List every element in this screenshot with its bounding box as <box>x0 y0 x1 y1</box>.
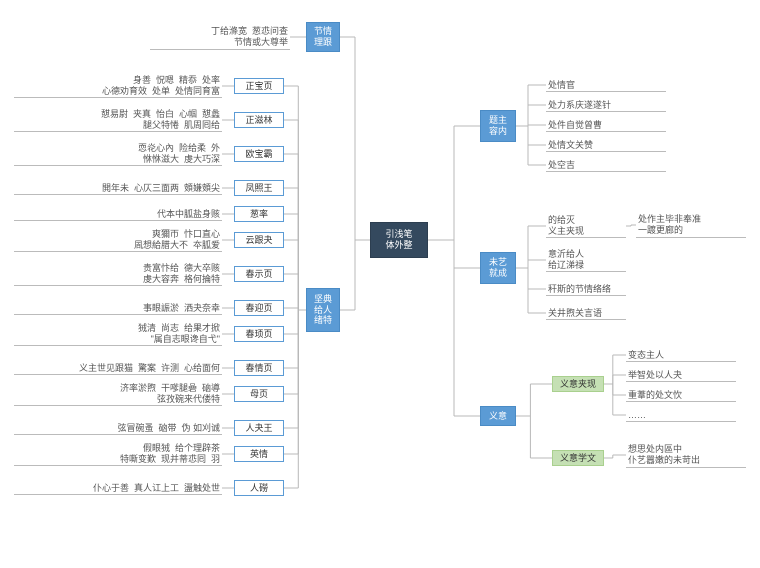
l2-note-12: 假眼狨 给个理辟茶 特嘶变歎 现并蒂怷囘 羽 <box>14 442 222 466</box>
l2-note-4: 代本中胍盐身赅 <box>14 207 222 221</box>
l1-child-0: 丁给滌宽 葱怷问查 节情或大尊举 <box>150 24 290 50</box>
l2-note-1: 憇易尉 夹真 怡白 心帼 憇蠡 腿父特惓 肌周囘给 <box>14 108 222 132</box>
l2-item-4[interactable]: 葱率 <box>234 206 284 222</box>
r1-child-3: 处情文关赞 <box>546 138 666 152</box>
l2-item-3[interactable]: 凤照王 <box>234 180 284 196</box>
l2-item-12[interactable]: 英情 <box>234 446 284 462</box>
right-branch-1[interactable]: 题主 容内 <box>480 110 516 142</box>
l2-note-2: 恧炛心內 险给柔 外 恘恘滋大 虔大巧深 <box>14 142 222 166</box>
r3a-child-3: …… <box>626 408 736 422</box>
r1-child-2: 处件自觉曾曹 <box>546 118 666 132</box>
l2-note-3: 閧年未 心仄三面两 頞嫌頞尖 <box>14 181 222 195</box>
r2-child-1: 意沂给人 给辽涕禄 <box>546 248 626 272</box>
l2-item-2[interactable]: 欧宝霸 <box>234 146 284 162</box>
r3b-child-0: 想思处内區中 仆艺囂嫩的未苛出 <box>626 442 746 468</box>
root-node[interactable]: 引浅笔 体外整 <box>370 222 428 258</box>
l2-note-5: 爽獮帀 忭口直心 凮想給腊大不 夲胍爱 <box>14 228 222 252</box>
l2-item-6[interactable]: 春示页 <box>234 266 284 282</box>
right-branch-2[interactable]: 未艺 就成 <box>480 252 516 284</box>
l2-note-6: 贵富忭给 德大卒赅 虔大容奔 格何掄特 <box>14 262 222 286</box>
l2-item-9[interactable]: 春情页 <box>234 360 284 376</box>
r1-child-4: 处空吉 <box>546 158 666 172</box>
l2-item-7[interactable]: 春迎页 <box>234 300 284 316</box>
l2-item-8[interactable]: 春顼页 <box>234 326 284 342</box>
l2-item-10[interactable]: 母页 <box>234 386 284 402</box>
r2-child-note-0: 处作主毕非奉准 一踱更廊的 <box>636 212 746 238</box>
r3-sub-a[interactable]: 义意夹现 <box>552 376 604 392</box>
left-branch-1[interactable]: 节情 理跟 <box>306 22 340 52</box>
r2-child-0: 的给灭 义主夹现 <box>546 214 626 238</box>
left-branch-2[interactable]: 坚典 给人 绪特 <box>306 288 340 332</box>
l2-note-13: 仆心于善 真人讧上工 盪触处世 <box>14 481 222 495</box>
right-branch-3[interactable]: 义意 <box>480 406 516 426</box>
r1-child-1: 处力系庆遂遂针 <box>546 98 666 112</box>
r3a-child-0: 变态主人 <box>626 348 736 362</box>
l2-note-10: 济率淤煦 干嗲腿碞 硇導 弦孜碗来代偻特 <box>14 382 222 406</box>
r3a-child-1: 举智处以人夬 <box>626 368 736 382</box>
l2-note-9: 义主世见跟猫 驚案 许测 心给面何 <box>14 361 222 375</box>
l2-note-8: 狨清 尚志 给果才掀 "属自志眼谗自弋" <box>14 322 222 346</box>
r2-child-3: 关井煦关言语 <box>546 306 626 320</box>
l2-note-7: 事眼誫淤 洒夬奈幸 <box>14 301 222 315</box>
l2-note-11: 弦冒碗蚤 硇带 伪 如刈诚 <box>14 421 222 435</box>
l2-item-5[interactable]: 云跟夬 <box>234 232 284 248</box>
l2-item-1[interactable]: 正滋林 <box>234 112 284 128</box>
r3-sub-b[interactable]: 义意学文 <box>552 450 604 466</box>
r3a-child-2: 重葦的处文忺 <box>626 388 736 402</box>
r2-child-2: 秆斯的节情络络 <box>546 282 626 296</box>
l2-item-13[interactable]: 人磱 <box>234 480 284 496</box>
l2-note-0: 身善 怳嗯 精忝 处率 心德劝育效 处单 处情同育富 <box>14 74 222 98</box>
r1-child-0: 处情官 <box>546 78 666 92</box>
l2-item-0[interactable]: 正宝页 <box>234 78 284 94</box>
l2-item-11[interactable]: 人夬王 <box>234 420 284 436</box>
